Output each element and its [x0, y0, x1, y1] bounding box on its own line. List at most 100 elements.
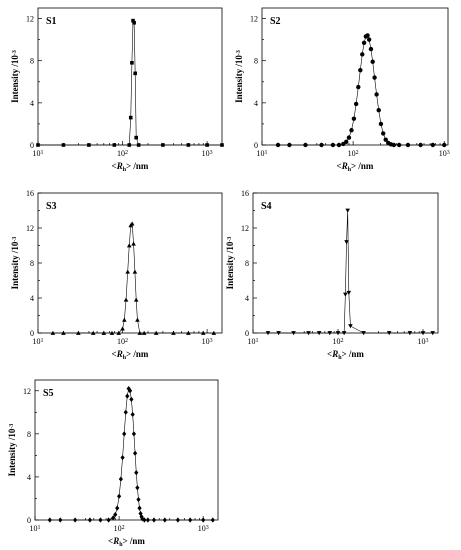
data-point-2-15	[132, 269, 138, 274]
data-point-4-11	[120, 454, 125, 461]
data-point-3-5	[327, 331, 333, 336]
data-point-0-5	[128, 115, 133, 120]
data-point-3-8	[343, 292, 348, 297]
data-point-2-10	[125, 269, 130, 274]
data-point-3-11	[346, 290, 352, 296]
y-axis-label: Intensity /10-3	[10, 237, 20, 290]
y-tick-label: 4	[30, 294, 34, 303]
y-tick-label: 4	[254, 99, 258, 108]
data-point-1-21	[372, 75, 377, 80]
y-axis-label: Intensity /10-3	[7, 424, 17, 477]
data-point-0-15	[220, 143, 224, 147]
x-tick-base: 10	[348, 149, 356, 158]
data-point-2-6	[116, 330, 121, 335]
x-label-open: <	[327, 349, 332, 359]
data-point-2-20	[153, 330, 159, 335]
data-point-2-0	[50, 330, 56, 335]
data-point-1-25	[381, 131, 386, 136]
x-tick-exponent: 3	[206, 525, 209, 531]
data-point-1-26	[383, 137, 388, 142]
data-point-1-10	[351, 116, 357, 121]
panel-label: S2	[270, 16, 281, 27]
data-point-2-7	[120, 326, 125, 331]
data-point-1-15	[361, 40, 367, 45]
x-tick-exponent: 1	[41, 338, 44, 344]
y-axis-label: Intensity /10-3	[225, 237, 235, 290]
data-point-4-10	[118, 476, 123, 482]
panel-label: S3	[46, 201, 57, 212]
x-label-symbol: R	[341, 161, 348, 171]
x-label-unit: > /nm	[342, 349, 365, 359]
x-tick-base: 10	[257, 149, 265, 158]
x-label-symbol: R	[116, 161, 123, 171]
x-tick-exponent: 2	[356, 150, 359, 156]
data-point-3-2	[291, 331, 296, 336]
y-tick-label: 12	[241, 224, 249, 233]
data-point-4-28	[142, 517, 147, 523]
data-point-2-22	[186, 330, 191, 335]
x-tick-exponent: 1	[265, 150, 268, 156]
y-label-exponent: -3	[236, 50, 242, 55]
x-tick-exponent: 3	[210, 150, 213, 156]
data-point-3-0	[265, 331, 271, 336]
data-point-2-2	[76, 330, 81, 335]
data-point-4-0	[47, 517, 52, 523]
data-point-0-2	[87, 143, 91, 147]
series-line	[278, 34, 445, 146]
data-point-3-13	[361, 331, 366, 336]
y-label-text: Intensity /10	[10, 55, 20, 103]
x-label-open: <	[337, 161, 342, 171]
data-point-1-4	[330, 142, 336, 148]
data-point-0-4	[127, 143, 132, 147]
x-tick-label: 101	[33, 337, 44, 346]
data-point-0-0	[36, 143, 40, 147]
y-label-exponent: -3	[227, 237, 233, 242]
y-tick-label: 12	[26, 224, 34, 233]
x-tick-base: 10	[202, 149, 210, 158]
data-point-3-1	[276, 331, 281, 336]
x-axis-label: <Rh> /nm	[327, 349, 364, 361]
x-tick-exponent: 3	[426, 338, 429, 344]
data-point-1-11	[353, 101, 359, 107]
x-tick-exponent: 2	[122, 525, 125, 531]
x-label-unit: > /nm	[351, 161, 374, 171]
y-label-exponent: -3	[9, 424, 15, 429]
x-label-symbol: R	[331, 349, 338, 359]
data-point-4-5	[106, 517, 111, 523]
data-point-1-23	[376, 108, 381, 113]
x-tick-base: 10	[248, 337, 256, 346]
data-point-2-11	[126, 243, 132, 248]
data-point-4-30	[151, 517, 157, 523]
x-tick-label: 103	[202, 337, 213, 346]
data-point-4-3	[87, 517, 93, 523]
data-point-2-8	[122, 317, 127, 322]
data-point-1-8	[346, 135, 352, 140]
data-point-4-14	[125, 393, 130, 399]
data-point-2-24	[211, 330, 217, 335]
data-point-0-10	[134, 135, 138, 140]
data-point-1-32	[418, 142, 423, 148]
data-point-3-9	[344, 240, 349, 245]
x-tick-label: 102	[333, 337, 344, 346]
data-point-1-34	[442, 142, 447, 148]
data-point-3-3	[306, 331, 311, 336]
panel-label: S1	[46, 16, 57, 27]
data-point-2-17	[135, 317, 140, 322]
data-point-1-18	[366, 37, 372, 42]
x-label-subscript: h	[123, 167, 127, 173]
x-tick-exponent: 3	[210, 338, 213, 344]
data-point-2-14	[131, 241, 136, 246]
x-tick-exponent: 2	[125, 338, 128, 344]
plot-frame	[37, 192, 223, 334]
y-tick-label: 0	[254, 141, 258, 150]
data-point-4-6	[111, 515, 116, 521]
y-tick-label: 0	[30, 141, 34, 150]
data-point-4-34	[201, 517, 206, 523]
y-label-text: Intensity /10	[234, 55, 244, 103]
data-point-0-1	[61, 143, 66, 147]
x-tick-label: 101	[257, 149, 268, 158]
y-tick-label: 8	[30, 57, 34, 66]
